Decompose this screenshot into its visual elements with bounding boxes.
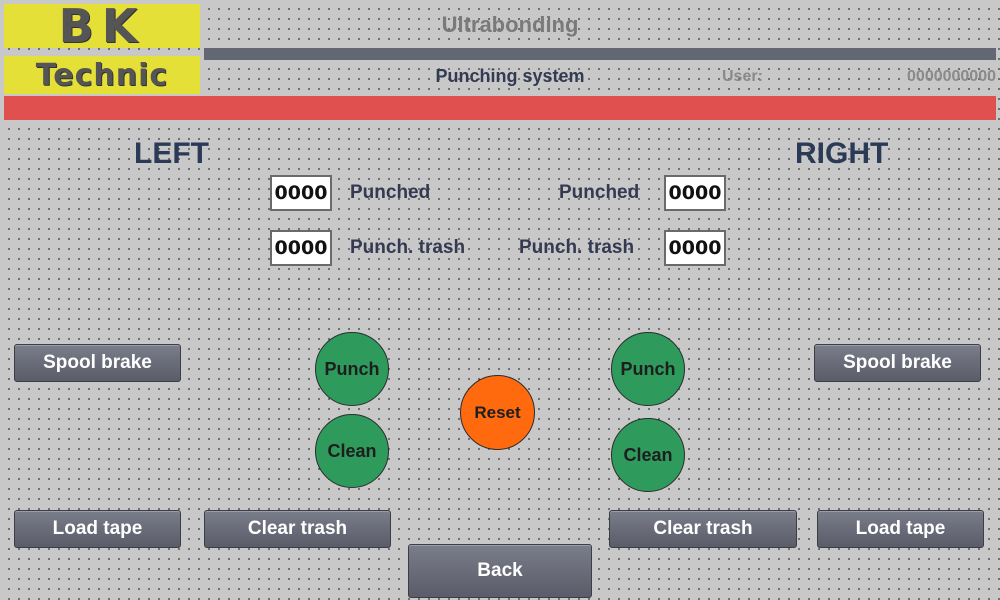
back-button[interactable]: Back (408, 544, 592, 598)
left-trash-label: Punch. trash (350, 237, 466, 258)
right-punched-label: Punched (559, 182, 640, 203)
right-trash-label: Punch. trash (519, 237, 635, 258)
user-value: 0000000000 (907, 68, 996, 85)
right-clean-button[interactable]: Clean (611, 418, 685, 492)
left-clean-button[interactable]: Clean (315, 414, 389, 488)
left-load-tape-button[interactable]: Load tape (14, 510, 181, 548)
left-spool-brake-button[interactable]: Spool brake (14, 344, 181, 382)
right-spool-brake-button[interactable]: Spool brake (814, 344, 981, 382)
reset-button[interactable]: Reset (460, 375, 535, 450)
alarm-bar (4, 96, 996, 120)
right-clear-trash-button[interactable]: Clear trash (609, 510, 797, 548)
right-title: RIGHT (795, 137, 889, 170)
screen-title: Punching system (435, 66, 585, 86)
title-divider (204, 48, 996, 60)
left-trash-counter[interactable]: 0000 (270, 230, 332, 266)
left-title: LEFT (134, 137, 209, 170)
app-title: Ultrabonding (441, 12, 579, 37)
left-punch-button[interactable]: Punch (315, 332, 389, 406)
right-punch-button[interactable]: Punch (611, 332, 685, 406)
left-punched-label: Punched (350, 182, 431, 203)
left-clear-trash-button[interactable]: Clear trash (204, 510, 391, 548)
logo-technic: Technic (4, 56, 200, 94)
right-load-tape-button[interactable]: Load tape (817, 510, 984, 548)
right-trash-counter[interactable]: 0000 (664, 230, 726, 266)
logo-bk: BK (4, 0, 200, 53)
right-punched-counter[interactable]: 0000 (664, 175, 726, 211)
user-label: User: (722, 68, 763, 85)
left-punched-counter[interactable]: 0000 (270, 175, 332, 211)
